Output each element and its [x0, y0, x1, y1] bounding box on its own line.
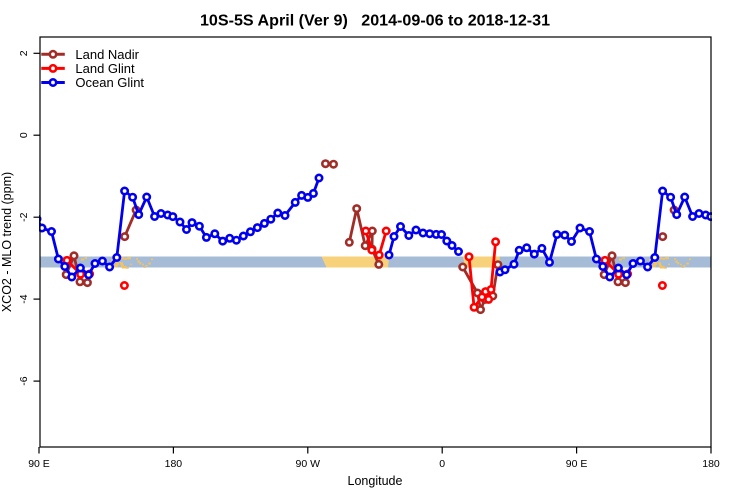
svg-text:Longitude: Longitude — [348, 474, 403, 488]
svg-text:180: 180 — [702, 458, 720, 470]
svg-text:XCO2 - MLO trend (ppm): XCO2 - MLO trend (ppm) — [0, 172, 14, 312]
svg-text:-2: -2 — [18, 212, 30, 221]
svg-text:Land Nadir: Land Nadir — [75, 47, 139, 62]
svg-text:90 W: 90 W — [296, 458, 321, 470]
svg-text:90 E: 90 E — [566, 458, 588, 470]
svg-text:-4: -4 — [18, 294, 30, 303]
svg-text:2: 2 — [18, 50, 30, 56]
svg-text:10S-5S April (Ver 9) 2014-09: 10S-5S April (Ver 9) 2014-09-06 to 2018-… — [200, 12, 550, 30]
svg-text:Land Glint: Land Glint — [75, 61, 135, 76]
svg-text:0: 0 — [18, 132, 30, 138]
svg-text:Ocean Glint: Ocean Glint — [75, 75, 144, 90]
svg-text:180: 180 — [165, 458, 183, 470]
svg-text:0: 0 — [439, 458, 445, 470]
svg-text:90 E: 90 E — [28, 458, 50, 470]
svg-text:-6: -6 — [18, 376, 30, 385]
